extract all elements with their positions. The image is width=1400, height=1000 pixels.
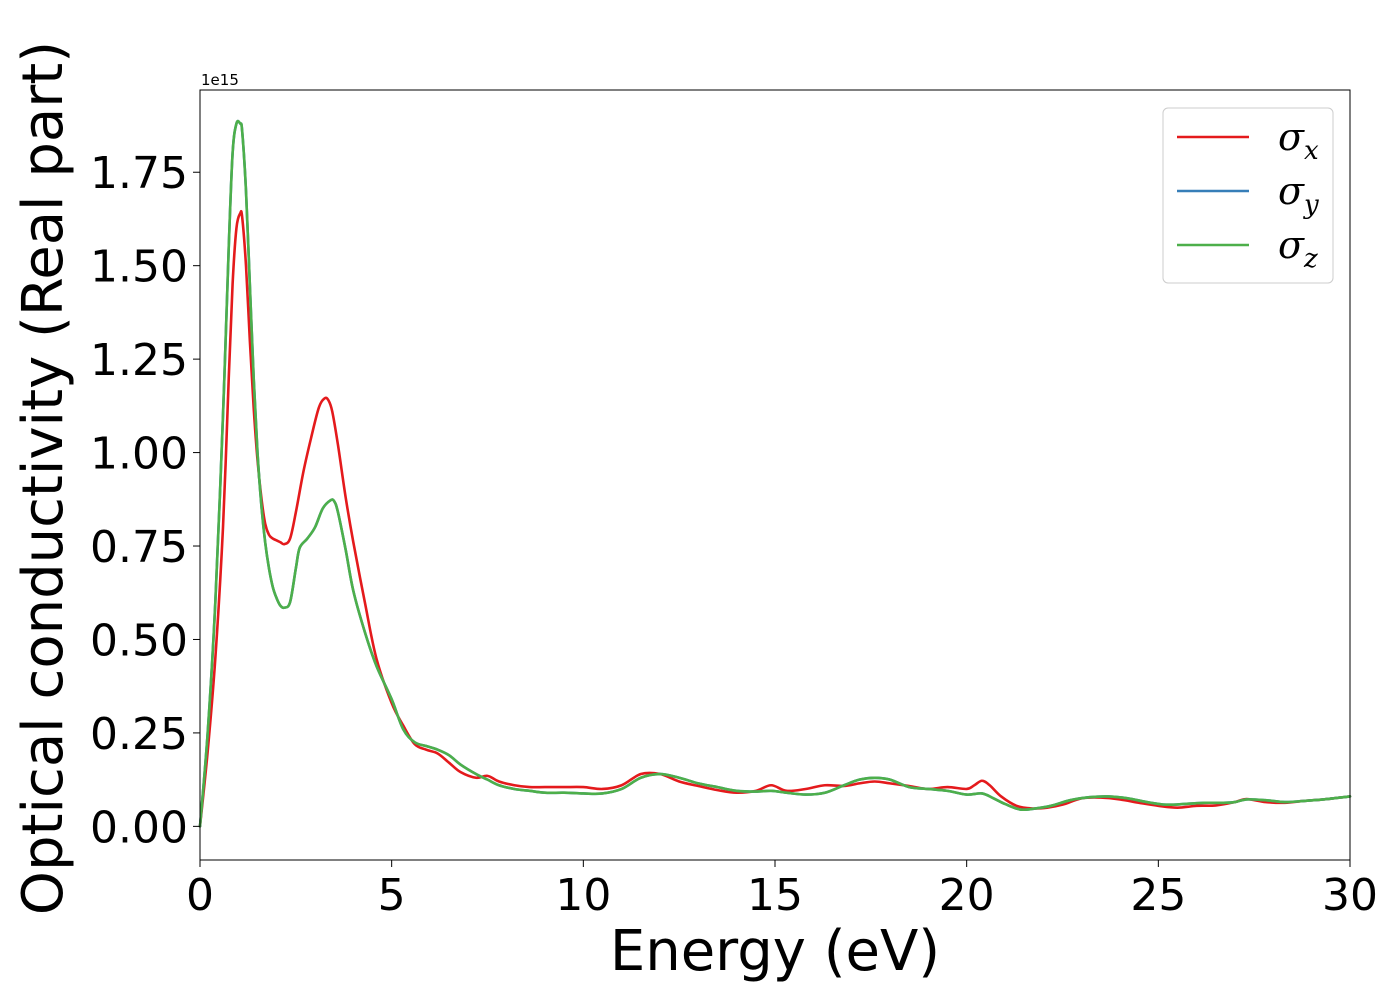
x-tick-label: 0 bbox=[186, 870, 214, 921]
y-tick-label: 1.00 bbox=[90, 429, 188, 480]
legend-symbol: σ bbox=[1278, 115, 1305, 159]
y-tick-label: 0.50 bbox=[90, 615, 188, 666]
series-line-x bbox=[198, 209, 1352, 828]
x-tick-label: 25 bbox=[1130, 870, 1186, 921]
legend-label-x: σx bbox=[1278, 115, 1319, 166]
legend-label-y: σy bbox=[1278, 169, 1319, 220]
series-line-z bbox=[198, 119, 1352, 828]
legend-box bbox=[1162, 107, 1334, 284]
y-offset-label: 1e15 bbox=[201, 71, 239, 89]
y-tick-label: 0.00 bbox=[90, 802, 188, 853]
series-layer bbox=[198, 119, 1352, 828]
x-tick-label: 10 bbox=[555, 870, 611, 921]
x-tick-label: 5 bbox=[378, 870, 406, 921]
y-tick-label: 1.75 bbox=[90, 148, 188, 199]
legend-subscript: z bbox=[1303, 244, 1318, 274]
y-tick-label: 0.75 bbox=[90, 522, 188, 573]
legend-label-z: σz bbox=[1278, 223, 1318, 274]
y-axis-label: Optical conductivity (Real part) bbox=[11, 41, 76, 915]
x-tick-label: 20 bbox=[939, 870, 995, 921]
x-axis-ticks: 0 5 10 15 20 25 30 bbox=[186, 860, 1378, 921]
y-axis-ticks: 0.00 0.25 0.50 0.75 1.00 1.25 1.50 1.75 bbox=[90, 148, 200, 853]
x-tick-label: 30 bbox=[1322, 870, 1378, 921]
legend-subscript: x bbox=[1304, 136, 1319, 166]
legend-symbol: σ bbox=[1278, 169, 1305, 213]
y-tick-label: 0.25 bbox=[90, 709, 188, 760]
legend-symbol: σ bbox=[1278, 223, 1305, 267]
plot-area-background bbox=[200, 90, 1350, 860]
y-tick-label: 1.50 bbox=[90, 242, 188, 293]
x-axis-label: Energy (eV) bbox=[610, 919, 940, 984]
x-tick-label: 15 bbox=[747, 870, 803, 921]
legend-subscript: y bbox=[1303, 190, 1319, 220]
y-tick-label: 1.25 bbox=[90, 335, 188, 386]
